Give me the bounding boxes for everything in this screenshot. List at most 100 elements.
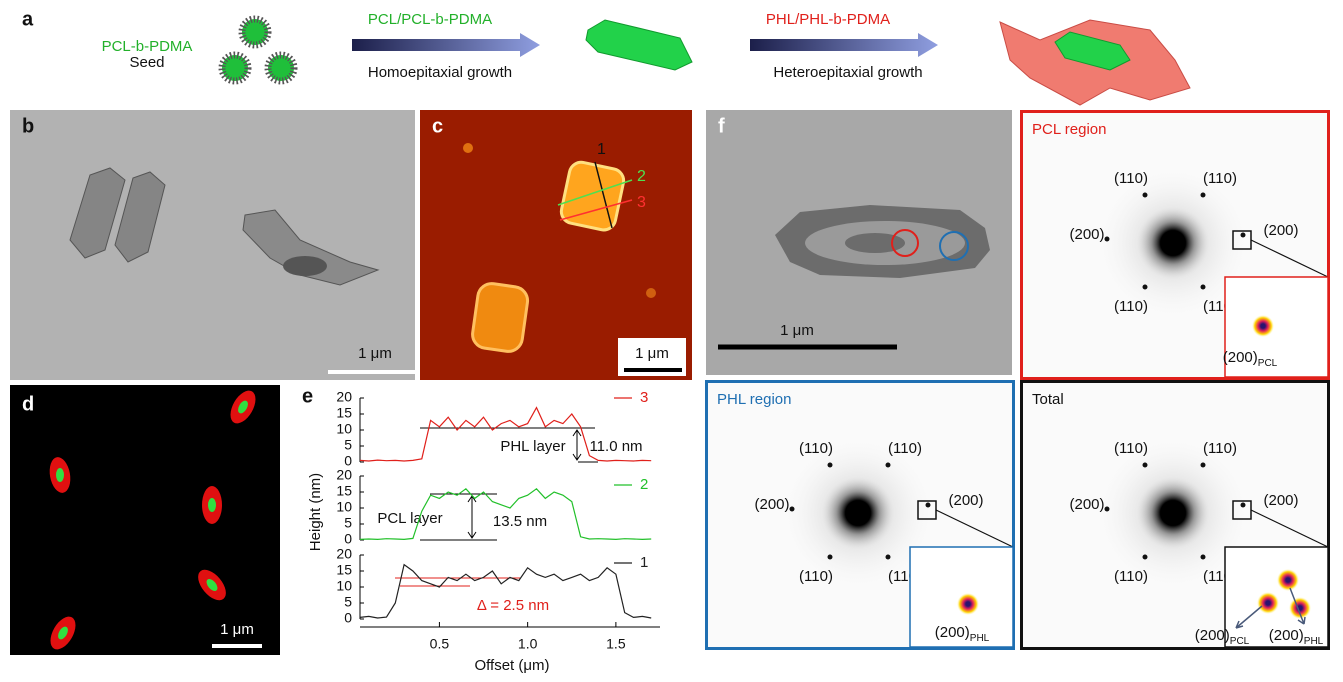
spot-label: (200) — [1069, 226, 1104, 243]
diffraction-spot — [1240, 502, 1246, 508]
annotation: PHL layer — [500, 438, 565, 455]
inset-label-main: (200) — [935, 624, 970, 641]
x-tick-label: 1.5 — [606, 636, 626, 652]
panel-label: b — [22, 115, 34, 137]
panel-a: a PCL-b-PDMA Seed PCL/PCL-b-PDMA Homoepi… — [22, 8, 1191, 106]
spot-label: (200) — [1069, 496, 1104, 513]
inset-spot — [1289, 597, 1311, 619]
spot-label: (200) — [754, 496, 789, 513]
diffraction-spot — [1104, 236, 1110, 242]
y-tick-label: 0 — [344, 453, 352, 469]
y-tick-label: 15 — [336, 405, 352, 421]
profile-line — [359, 406, 652, 462]
diffraction-spot — [1200, 554, 1206, 560]
inset-label-sub: PCL — [1230, 636, 1250, 647]
inset-spot — [1257, 592, 1279, 614]
spot-label: (200) — [948, 492, 983, 509]
micelles — [218, 15, 298, 85]
panel-label: c — [432, 115, 443, 137]
scale-bar-label: 1 μm — [635, 345, 669, 362]
diffraction-spot — [1240, 232, 1246, 238]
y-tick-label: 5 — [344, 515, 352, 531]
scale-bar-label: 1 μm — [358, 345, 392, 362]
central-beam — [1137, 477, 1209, 549]
scale-bar-label: 1 μm — [780, 322, 814, 339]
spot-label: (110) — [1114, 568, 1148, 585]
saed-title: PCL region — [1032, 121, 1107, 138]
panel-d: d 1 μm — [10, 385, 280, 655]
zoom-line — [1250, 509, 1329, 548]
spot-label: (200) — [1263, 492, 1298, 509]
legend-label: 1 — [640, 554, 648, 571]
x-tick-label: 1.0 — [518, 636, 538, 652]
panel-b: b 1 μm — [10, 110, 415, 380]
spot-label: (110) — [1203, 170, 1237, 187]
platelet — [1054, 31, 1131, 71]
line-label: 1 — [597, 141, 606, 158]
y-tick-label: 10 — [336, 578, 352, 594]
reference-lines — [395, 577, 520, 587]
zoom-line — [1250, 239, 1329, 278]
y-tick-label: 5 — [344, 437, 352, 453]
diffraction-spot — [1142, 554, 1148, 560]
spot-label: (110) — [799, 568, 833, 585]
diffraction-spot — [1200, 462, 1206, 468]
y-tick-label: 0 — [344, 610, 352, 626]
y-tick-label: 20 — [336, 389, 352, 405]
inset-spot — [1277, 569, 1299, 591]
arrow — [1289, 587, 1306, 625]
arrow — [352, 33, 540, 57]
diffraction-spot — [1142, 284, 1148, 290]
line-label: 3 — [637, 194, 646, 211]
panel-c: c 1 2 3 1 μm — [420, 110, 692, 380]
diffraction-spot — [827, 462, 833, 468]
diffraction-spot — [1142, 192, 1148, 198]
diffraction-spot — [925, 502, 931, 508]
inset-label-main: (200) — [1269, 627, 1304, 644]
spot-label: (110) — [888, 440, 922, 457]
arrow — [1235, 605, 1263, 629]
inset-label: (200)PHL — [935, 624, 990, 644]
spot-label: (200) — [1263, 222, 1298, 239]
panel-label: d — [22, 393, 34, 415]
panel-label: a — [22, 8, 34, 30]
inset-label: (200)PCL — [1195, 627, 1250, 647]
line-label: 2 — [637, 168, 646, 185]
legend-label: 2 — [640, 476, 648, 493]
arrow — [750, 33, 938, 57]
inset-label: (200)PCL — [1223, 349, 1278, 369]
spot-label: (110) — [1203, 440, 1237, 457]
annotation: PCL layer — [377, 510, 442, 527]
panel-f: f 1 μm — [706, 110, 1012, 375]
diffraction-spot — [1142, 462, 1148, 468]
inset-label-main: (200) — [1195, 627, 1230, 644]
saed-panel: Total(110) (110)(200) (200)(110) (110)(200)… — [1020, 380, 1330, 650]
spot-label: (110) — [1114, 170, 1148, 187]
diffraction-spot — [1104, 506, 1110, 512]
step-label: Heteroepitaxial growth — [773, 64, 922, 81]
saed-title: Total — [1032, 391, 1064, 408]
scale-bar-label: 1 μm — [220, 621, 254, 638]
x-axis-label: Offset (μm) — [474, 657, 549, 674]
inset-label-sub: PCL — [1258, 358, 1278, 369]
central-beam — [822, 477, 894, 549]
inset-spot — [1252, 315, 1274, 337]
y-tick-label: 15 — [336, 562, 352, 578]
central-beam — [1137, 207, 1209, 279]
step-label: PHL/PHL-b-PDMA — [766, 11, 890, 28]
annotation: Δ = 2.5 nm — [477, 597, 549, 614]
reference-lines — [420, 427, 598, 541]
diffraction-spot — [885, 462, 891, 468]
diffraction-spot — [827, 554, 833, 560]
diffraction-spot — [789, 506, 795, 512]
y-tick-label: 15 — [336, 483, 352, 499]
annotation: 13.5 nm — [493, 513, 547, 530]
inset-label-sub: PHL — [1304, 636, 1324, 647]
y-axis-label: Height (nm) — [307, 473, 324, 551]
y-tick-label: 10 — [336, 499, 352, 515]
profile-line — [359, 487, 652, 541]
y-tick-label: 5 — [344, 594, 352, 610]
y-tick-label: 20 — [336, 546, 352, 562]
y-tick-label: 0 — [344, 531, 352, 547]
y-tick-label: 10 — [336, 421, 352, 437]
